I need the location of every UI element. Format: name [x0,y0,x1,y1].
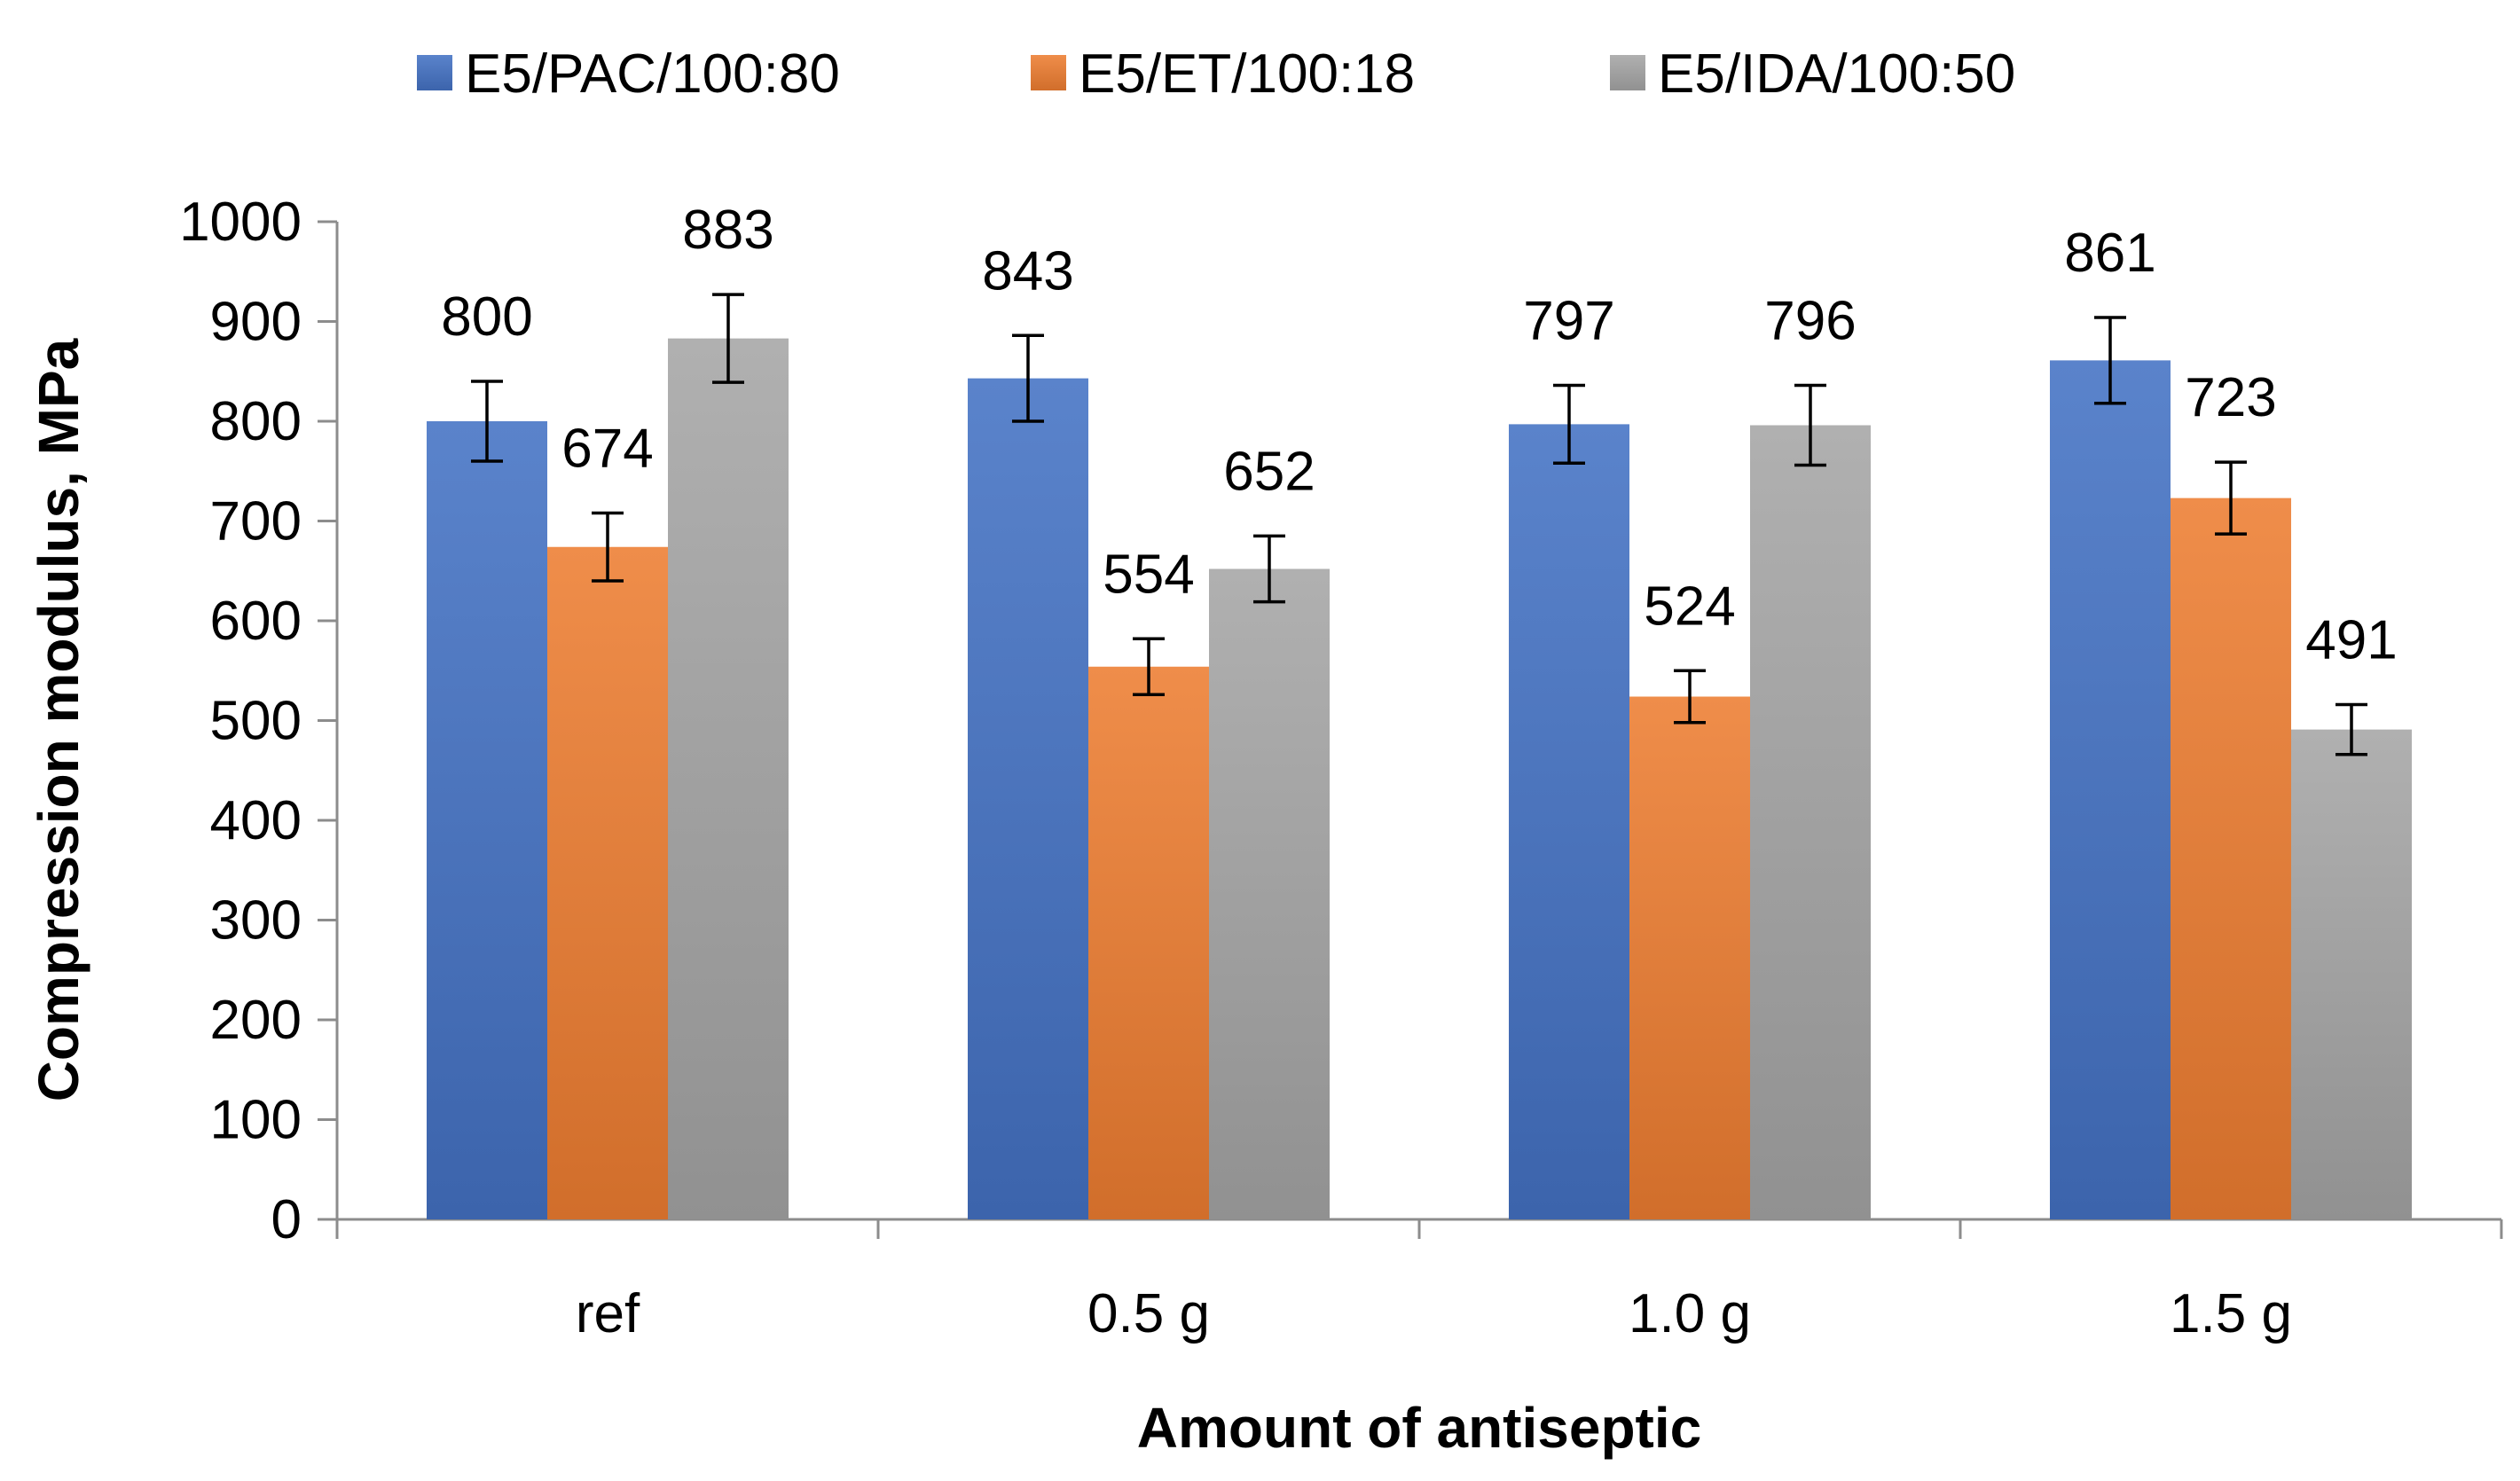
data-label: 800 [441,286,532,348]
data-label: 883 [682,200,773,261]
y-tick-label: 900 [210,292,302,353]
legend-label: E5/ET/100:18 [1079,43,1415,105]
data-label: 524 [1644,576,1735,637]
y-tick-label: 100 [210,1090,302,1151]
y-tick-label: 800 [210,391,302,452]
x-tick-label: ref [576,1283,640,1344]
data-label: 491 [2305,610,2397,671]
legend-label: E5/IDA/100:50 [1658,43,2015,105]
y-tick-label: 700 [210,491,302,552]
data-label: 796 [1764,291,1856,352]
bar [427,421,547,1219]
data-labels: 800 674 883 843 554 652 797 524 796 861 723 491 [441,200,2397,670]
y-tick-label: 0 [271,1189,302,1250]
x-axis-title: Amount of antiseptic [1137,1396,1701,1460]
data-label: 554 [1103,544,1194,605]
bar [2291,729,2412,1219]
bar [2050,360,2171,1219]
bar [1509,424,1629,1219]
data-label: 652 [1223,441,1315,502]
bar [1750,425,1871,1219]
x-tick-label: 0.5 g [1087,1283,1210,1344]
error-bars [471,293,2367,756]
x-tick-label: 1.0 g [1629,1283,1751,1344]
y-tick-label: 1000 [179,192,302,253]
legend-swatch [417,55,452,90]
y-axis-title: Compression modulus, MPa [27,338,90,1101]
bar [668,338,789,1219]
data-label: 843 [982,240,1073,302]
data-label: 861 [2064,223,2155,284]
bars [427,338,2412,1219]
data-label: 723 [2185,367,2276,428]
legend-swatch [1031,55,1066,90]
bar [2171,498,2291,1219]
y-tick-label: 200 [210,990,302,1051]
bar [547,546,668,1219]
x-tick-label: 1.5 g [2170,1283,2292,1344]
legend-swatch [1610,55,1645,90]
y-ticks: 0 100 200 300 400 500 600 700 800 900 1000 [179,192,337,1250]
legend: E5/PAC/100:80 E5/ET/100:18 E5/IDA/100:50 [417,43,2015,105]
y-tick-label: 600 [210,591,302,652]
legend-label: E5/PAC/100:80 [465,43,840,105]
y-tick-label: 500 [210,691,302,752]
x-ticks: ref 0.5 g 1.0 g 1.5 g [335,1219,2503,1344]
bar [968,378,1088,1219]
data-label: 797 [1523,291,1614,352]
y-tick-label: 300 [210,890,302,952]
bar [1629,696,1750,1219]
bar [1209,568,1330,1219]
data-label: 674 [561,419,653,480]
bar [1088,666,1209,1219]
y-tick-label: 400 [210,790,302,851]
